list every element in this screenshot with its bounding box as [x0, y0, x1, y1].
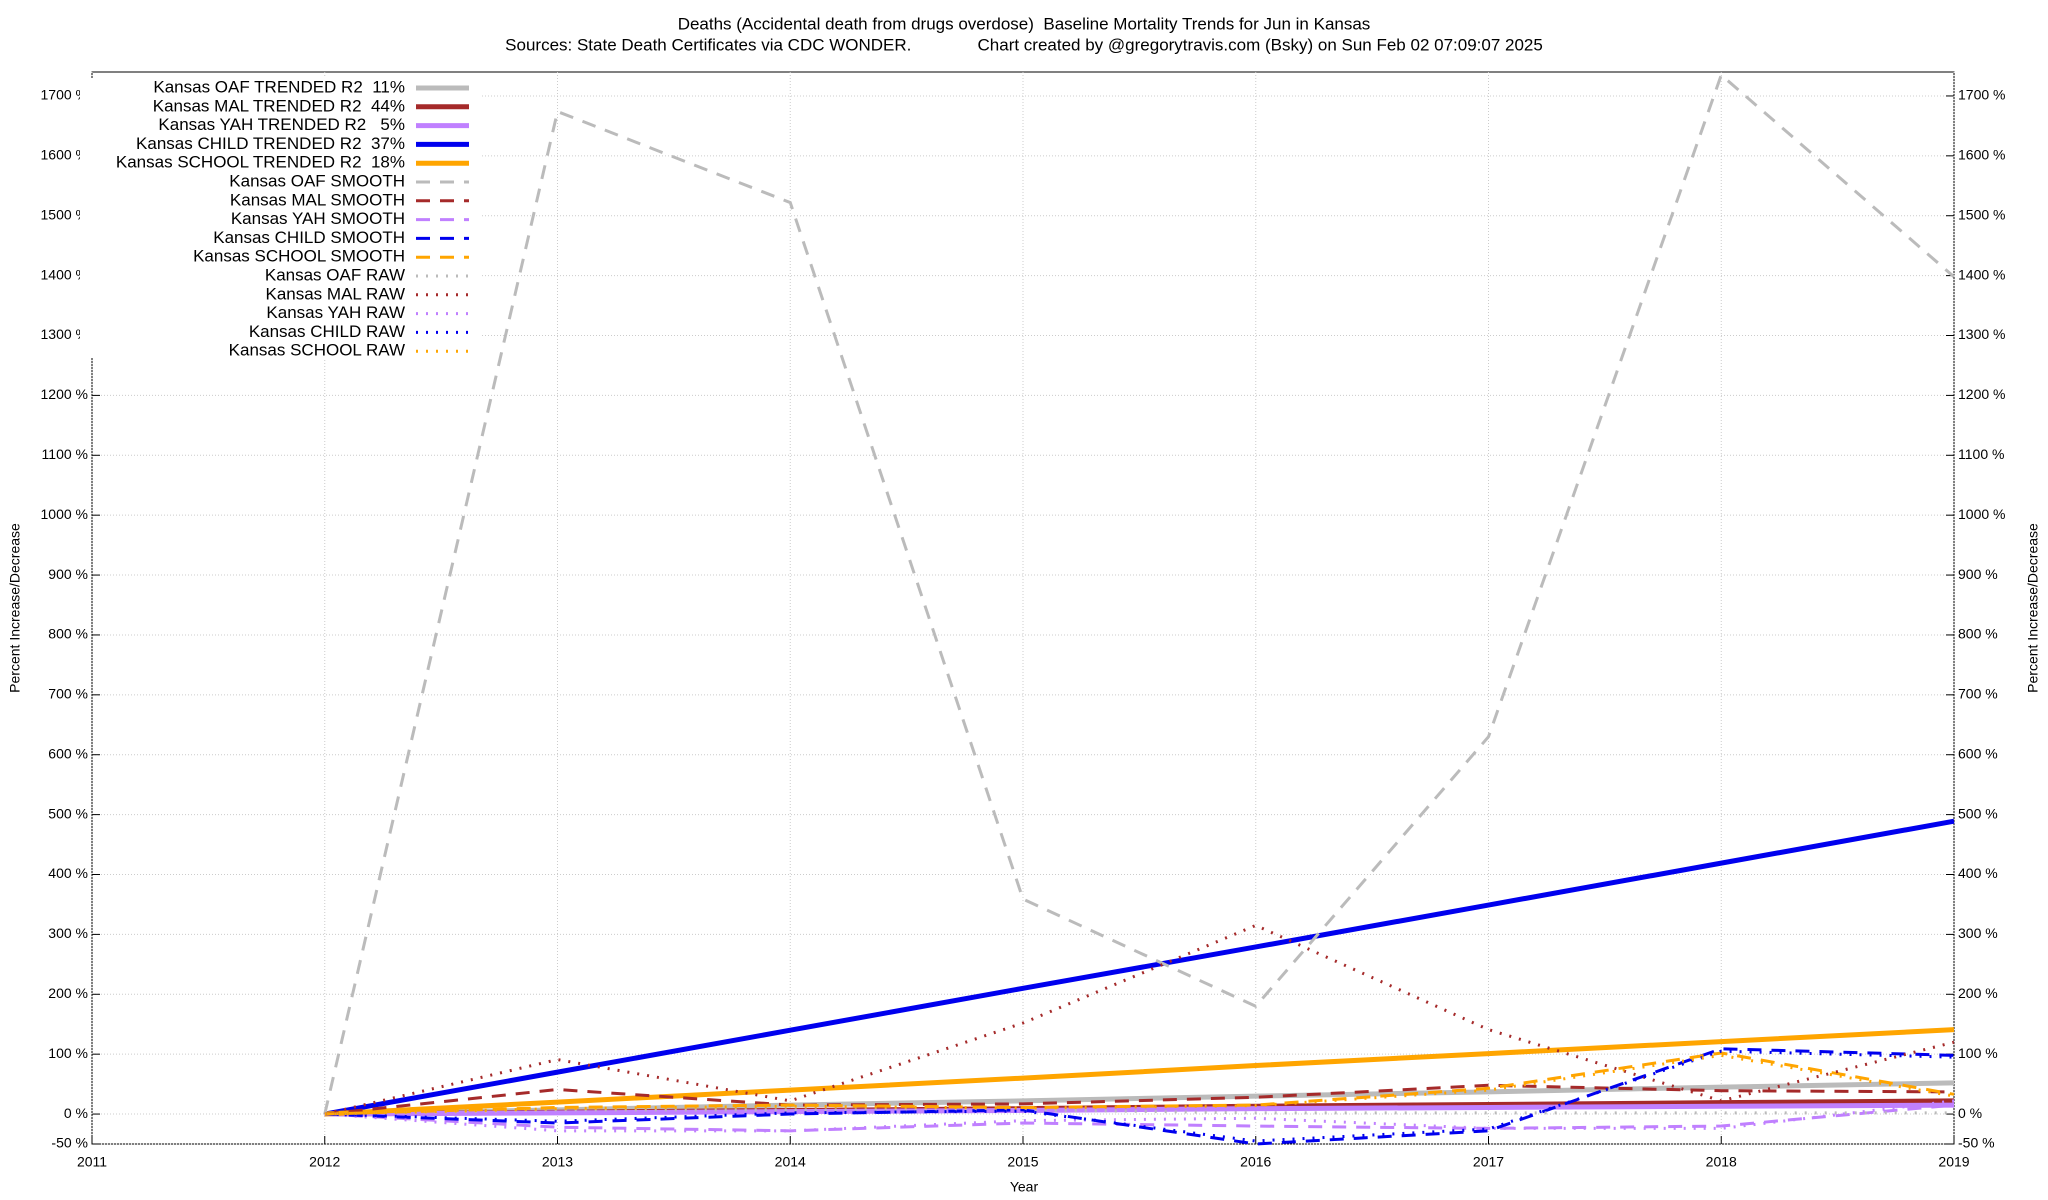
- chart-subtitle: Sources: State Death Certificates via CD…: [505, 35, 1543, 54]
- legend-label: Kansas OAF TRENDED R2 11%: [153, 77, 405, 96]
- y2-tick-label: 300 %: [1958, 925, 1998, 941]
- y2-tick-label: 0 %: [1958, 1105, 1982, 1121]
- legend-label: Kansas SCHOOL TRENDED R2 18%: [116, 153, 405, 172]
- y2-tick-label: 1400 %: [1958, 266, 2005, 282]
- y2-tick-label: 600 %: [1958, 745, 1998, 761]
- y2-tick-label: 400 %: [1958, 865, 1998, 881]
- y2-tick-label: 1500 %: [1958, 206, 2005, 222]
- legend-label: Kansas OAF RAW: [265, 265, 405, 284]
- series-line: [323, 72, 1955, 1115]
- y2-tick-label: 1100 %: [1958, 446, 2004, 462]
- y-tick-label: 1300 %: [41, 326, 88, 342]
- y-tick-label: 500 %: [48, 805, 88, 821]
- x-axis-title: Year: [1010, 1179, 1039, 1195]
- y2-tick-label: 200 %: [1958, 985, 1998, 1001]
- y-tick-label: 1200 %: [41, 386, 88, 402]
- y-tick-label: 600 %: [48, 745, 88, 761]
- series-line: [324, 1053, 1955, 1116]
- y2-tick-label: 700 %: [1958, 686, 1998, 702]
- series-line: [324, 1027, 1955, 1117]
- legend-label: Kansas YAH TRENDED R2 5%: [158, 115, 405, 134]
- legend-label: Kansas SCHOOL SMOOTH: [193, 247, 405, 266]
- legend-label: Kansas CHILD SMOOTH: [213, 228, 405, 247]
- series-line: [324, 1102, 1955, 1117]
- y-tick-label: 1400 %: [41, 266, 88, 282]
- y2-axis-title: Percent Increase/Decrease: [2025, 523, 2041, 693]
- x-tick-label: 2018: [1706, 1154, 1737, 1170]
- y2-tick-label: 1600 %: [1958, 147, 2005, 163]
- legend-label: Kansas CHILD RAW: [249, 322, 405, 341]
- legend-label: Kansas MAL RAW: [265, 284, 405, 303]
- y2-tick-label: 500 %: [1958, 805, 1998, 821]
- y-axis-title: Percent Increase/Decrease: [7, 523, 23, 693]
- legend-label: Kansas OAF SMOOTH: [229, 171, 405, 190]
- series-line: [324, 818, 1955, 1117]
- series-line: [324, 1108, 1954, 1116]
- y2-tick-label: 1200 %: [1958, 386, 2005, 402]
- chart-title: Deaths (Accidental death from drugs over…: [678, 14, 1371, 33]
- y-tick-label: 900 %: [48, 566, 88, 582]
- y2-tick-label: 1700 %: [1958, 87, 2005, 103]
- y2-tick-label: 1300 %: [1958, 326, 2005, 342]
- y-tick-label: 1100 %: [42, 446, 88, 462]
- x-tick-label: 2011: [77, 1154, 107, 1170]
- y-tick-label: 1700 %: [41, 87, 88, 103]
- legend-label: Kansas YAH RAW: [266, 303, 405, 322]
- x-tick-label: 2016: [1240, 1154, 1271, 1170]
- y-tick-label: 400 %: [48, 865, 88, 881]
- legend-label: Kansas MAL SMOOTH: [230, 190, 405, 209]
- series-line: [324, 1103, 1955, 1133]
- x-tick-label: 2015: [1007, 1154, 1038, 1170]
- legend-label: Kansas MAL TRENDED R2 44%: [153, 96, 405, 115]
- y-tick-label: 100 %: [48, 1045, 88, 1061]
- x-tick-label: 2014: [775, 1154, 806, 1170]
- series-line: [324, 1049, 1955, 1143]
- x-tick-label: 2017: [1473, 1154, 1504, 1170]
- y2-tick-label: 900 %: [1958, 566, 1998, 582]
- y2-tick-label: 800 %: [1958, 626, 1998, 642]
- legend-box: [80, 78, 480, 358]
- y-tick-label: 700 %: [48, 686, 88, 702]
- y2-tick-label: 100 %: [1958, 1045, 1998, 1061]
- y-tick-label: 1500 %: [41, 206, 88, 222]
- y-tick-label: 300 %: [48, 925, 88, 941]
- y2-tick-label: -50 %: [1958, 1135, 1995, 1151]
- y-tick-label: 800 %: [48, 626, 88, 642]
- x-tick-label: 2019: [1938, 1154, 1969, 1170]
- y2-tick-label: 1000 %: [1958, 506, 2005, 522]
- legend-label: Kansas CHILD TRENDED R2 37%: [136, 134, 405, 153]
- legend-label: Kansas YAH SMOOTH: [231, 209, 405, 228]
- y-tick-label: 0 %: [64, 1105, 88, 1121]
- y-tick-label: -50 %: [51, 1135, 88, 1151]
- y-tick-label: 1600 %: [41, 147, 88, 163]
- x-tick-label: 2013: [542, 1154, 573, 1170]
- y-tick-label: 200 %: [48, 985, 88, 1001]
- x-tick-label: 2012: [309, 1154, 340, 1170]
- series-line: [324, 923, 1955, 1116]
- series-line: [324, 1083, 1955, 1116]
- y-tick-label: 1000 %: [41, 506, 88, 522]
- legend-label: Kansas SCHOOL RAW: [229, 341, 405, 360]
